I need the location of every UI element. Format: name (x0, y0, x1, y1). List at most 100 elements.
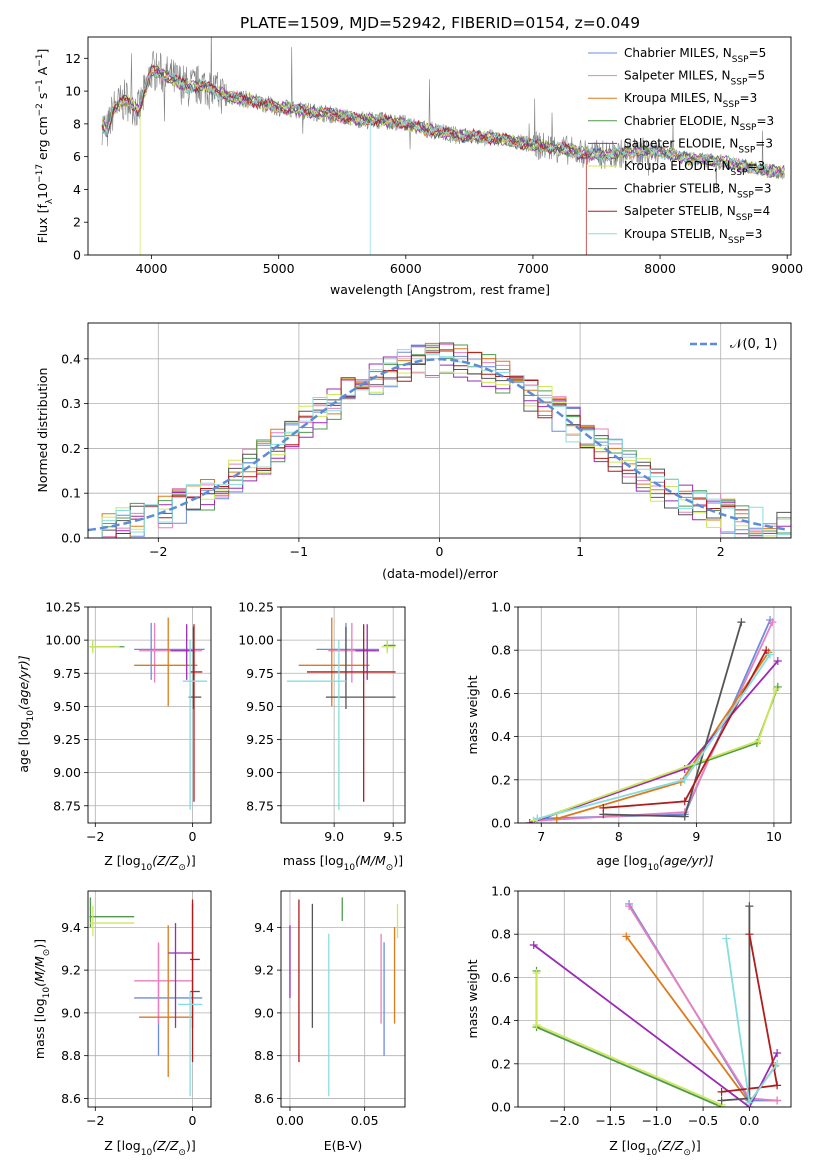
y-tick-label: 0.6 (491, 686, 511, 701)
residual-legend: 𝒩(0, 1) (690, 337, 777, 352)
mass-weight-line (533, 688, 778, 822)
y-tick-label: 0.1 (61, 486, 81, 501)
axes-frame (87, 890, 212, 1108)
point-marker (532, 1020, 541, 1029)
axes-frame (280, 606, 406, 824)
point-marker (532, 969, 541, 978)
point-marker (737, 618, 746, 627)
y-tick-label: 9.2 (61, 963, 81, 978)
y-tick-label: 9.0 (61, 1005, 81, 1020)
y-tick-label: 0.6 (491, 970, 511, 985)
point-marker (754, 736, 763, 745)
x-axis-label: Z [log10(Z/Z⊙)] (609, 1138, 700, 1158)
point-marker (533, 814, 542, 823)
y-tick-label: 8 (73, 116, 81, 131)
point-marker (745, 930, 754, 939)
figure-title: PLATE=1509, MJD=52942, FIBERID=0154, z=0… (240, 14, 640, 32)
y-tick-label: 9.4 (254, 920, 274, 935)
y-tick-label: 1.0 (491, 884, 511, 899)
spectrum-panel-plot-area (101, 37, 785, 255)
y-axis-label: mass weight (465, 675, 480, 754)
x-tick-label: 9.5 (383, 829, 403, 844)
x-tick-label: 0 (436, 544, 444, 559)
mass-vs-Z-panel: −2 0 8.6 8.8 9.0 9.2 9.4 Z [log10(Z/Z⊙)] mass [l… (32, 890, 212, 1158)
point-marker (625, 902, 634, 911)
legend-entry-label: Salpeter ELODIE, NSSP=3 (624, 136, 773, 155)
age-vs-mass-panel: 9.0 9.5 8.75 9.00 9.25 9.50 9.75 10.00 10.25 mass… (238, 600, 406, 873)
weight-vs-age-panel-plot-area (518, 607, 791, 823)
x-axis-label: mass [log10(M/M⊙)] (283, 853, 403, 873)
x-tick-label: −2.0 (549, 1113, 579, 1128)
normal-curve-line (88, 358, 789, 532)
x-tick-label: 0.0 (739, 1113, 759, 1128)
x-tick-label: −2 (149, 544, 167, 559)
residual-histogram-step (88, 349, 791, 538)
mass-weight-line (529, 686, 779, 823)
point-marker (722, 934, 731, 943)
axes-frame (87, 322, 792, 539)
legend-entry-label: Salpeter STELIB, NSSP=4 (624, 204, 770, 223)
y-tick-label: 8.6 (254, 1091, 274, 1106)
y-tick-label: 0.0 (61, 531, 81, 546)
y-tick-label: 0.4 (491, 1013, 511, 1028)
point-marker (772, 685, 781, 694)
point-marker (717, 1087, 726, 1096)
x-tick-label: 7000 (517, 261, 549, 276)
point-marker (529, 941, 538, 949)
y-tick-label: 8.75 (246, 798, 274, 813)
x-tick-label: 8 (615, 829, 623, 844)
axes-frame (517, 606, 792, 824)
y-tick-label: 8.6 (61, 1091, 81, 1106)
y-tick-label: 9.25 (53, 732, 81, 747)
y-tick-label: 4 (73, 182, 81, 197)
x-tick-label: 5000 (263, 261, 295, 276)
mass-vs-Z-panel-plot-area (88, 891, 211, 1107)
x-tick-label: 9.0 (324, 829, 344, 844)
weight-vs-age-panel: 7 8 9 10 0.0 0.2 0.4 0.6 0.8 1.0 age [log10(age/yr… (465, 600, 792, 873)
mass-weight-line (556, 651, 770, 820)
y-tick-label: 9.25 (246, 732, 274, 747)
x-tick-label: 7 (537, 829, 545, 844)
x-tick-label: 0 (189, 829, 197, 844)
point-marker (680, 812, 689, 821)
model-spectrum-line (101, 67, 785, 255)
mass-weight-line (533, 944, 778, 1107)
y-tick-label: 0.4 (491, 729, 511, 744)
y-tick-label: 10.25 (45, 600, 81, 615)
y-tick-label: 9.50 (246, 699, 274, 714)
legend-entry-label: Kroupa MILES, NSSP=3 (624, 91, 757, 110)
y-tick-label: 0.8 (491, 927, 511, 942)
legend-entry-label: Kroupa STELIB, NSSP=3 (624, 227, 762, 246)
y-axis-label: Flux [fλ10−17 erg cm−2 s−1 A−1] (35, 49, 55, 244)
x-tick-label: −1.0 (642, 1113, 672, 1128)
age-vs-Z-panel-plot-area (88, 607, 211, 823)
x-axis-label: (data-model)/error (382, 566, 499, 581)
residuals-panel-plot-area (88, 323, 791, 538)
y-tick-label: 0.0 (491, 816, 511, 831)
x-axis-label: wavelength [Angstrom, rest frame] (330, 282, 550, 297)
point-marker (773, 682, 782, 691)
y-tick-label: 8.8 (254, 1048, 274, 1063)
x-tick-label: 1 (576, 544, 584, 559)
point-marker (717, 1096, 726, 1105)
x-tick-label: 0.05 (351, 1113, 379, 1128)
y-tick-label: 9.4 (61, 920, 81, 935)
point-marker (773, 657, 782, 665)
x-tick-label: 10 (766, 829, 782, 844)
point-marker (762, 646, 771, 655)
y-tick-label: 10.00 (238, 633, 274, 648)
y-tick-label: 8.75 (53, 798, 81, 813)
spectrum-panel: 4000 5000 6000 7000 8000 9000 0 2 4 6 8 10 12 Chabrie… (35, 36, 803, 297)
legend-entry-label: Chabrier MILES, NSSP=5 (624, 46, 766, 65)
y-tick-label: 9.75 (246, 666, 274, 681)
x-tick-label: 9 (692, 829, 700, 844)
y-tick-label: 0.2 (61, 441, 81, 456)
model-spectrum-line (101, 65, 587, 255)
point-marker (680, 797, 689, 806)
y-tick-label: 0.2 (491, 772, 511, 787)
mass-weight-line (603, 649, 767, 809)
y-tick-label: 9.0 (254, 1005, 274, 1020)
x-tick-label: 8000 (644, 261, 676, 276)
